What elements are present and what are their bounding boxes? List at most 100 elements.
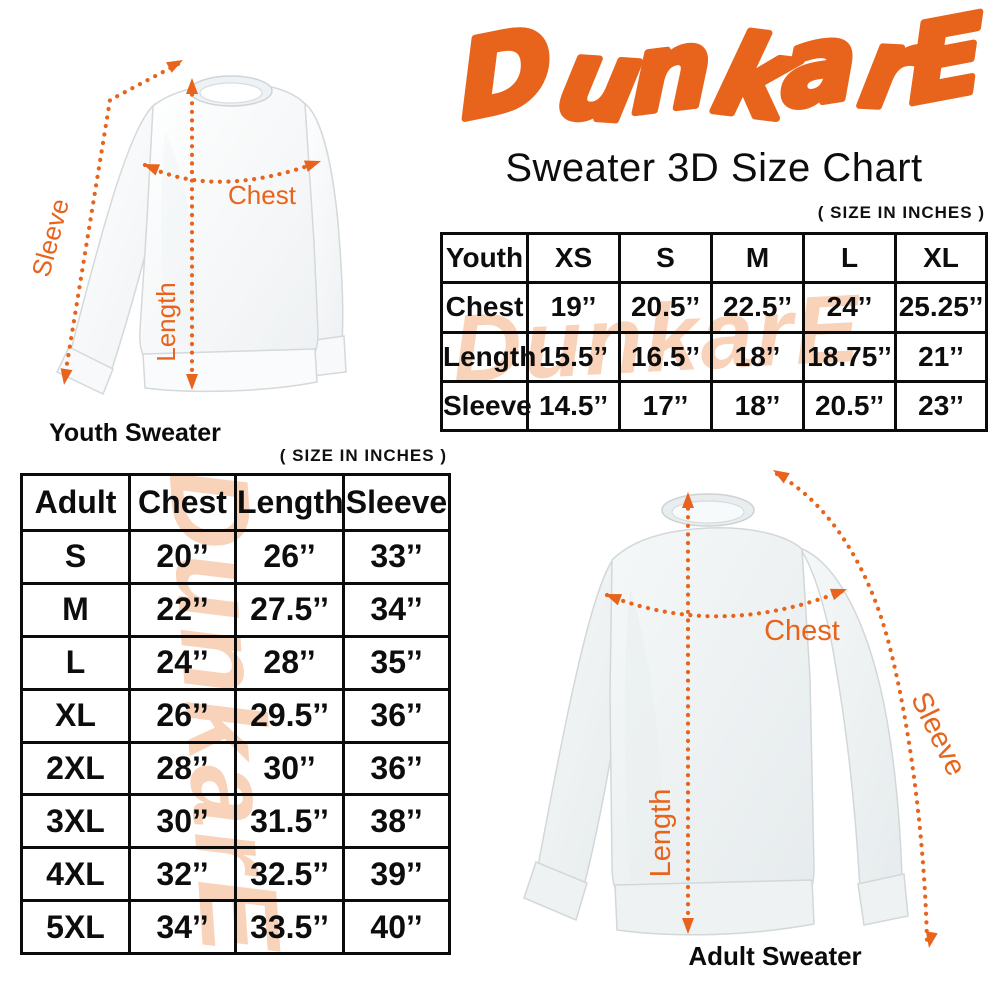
cell: 16.5’’: [618, 330, 713, 383]
youth-sweater-illustration: Chest Length Sleeve: [26, 60, 347, 396]
cell: 26’’: [128, 687, 237, 744]
youth-measure-arrows: [60, 60, 321, 390]
cell: 22’’: [128, 581, 237, 638]
youth-col-xl: XL: [894, 231, 988, 285]
adult-size-note: ( SIZE IN INCHES ): [279, 446, 447, 465]
cell: 28’’: [234, 634, 345, 691]
row-label: M: [20, 581, 131, 638]
adult-sleeve-line: [774, 471, 930, 943]
cell: 30’’: [128, 793, 237, 850]
dunkare-logo: DunkarE: [438, 4, 998, 146]
cell: 15.5’’: [526, 330, 621, 383]
table-row: XL 26’’ 29.5’’ 36’’: [20, 687, 451, 744]
table-row: L 24’’ 28’’ 35’’: [20, 634, 451, 691]
table-row: 4XL 32’’ 32.5’’ 39’’: [20, 846, 451, 903]
youth-length-label: Length: [151, 282, 181, 362]
youth-corner-cell: Youth: [440, 231, 529, 285]
youth-sleeve-label: Sleeve: [26, 195, 76, 280]
row-label: Length: [440, 330, 536, 383]
cell: 34’’: [128, 899, 237, 955]
cell: 21’’: [894, 330, 988, 383]
adult-caption: Adult Sweater: [688, 941, 862, 971]
adult-col-sleeve: Sleeve: [342, 473, 451, 532]
youth-sweater-shape: [55, 75, 347, 396]
table-row: Length 15.5’’ 16.5’’ 18’’ 18.75’’ 21’’: [440, 330, 988, 383]
adult-col-adult: Adult: [20, 473, 131, 532]
cell: 31.5’’: [234, 793, 345, 850]
adult-col-chest: Chest: [128, 473, 237, 532]
adult-col-length: Length: [234, 473, 345, 532]
cell: 20’’: [128, 529, 237, 585]
youth-size-note: ( SIZE IN INCHES ): [817, 203, 985, 222]
cell: 36’’: [342, 687, 451, 744]
youth-chest-line: [142, 159, 322, 184]
adult-header-row: Adult Chest Length Sleeve: [20, 473, 451, 532]
table-row: S 20’’ 26’’ 33’’: [20, 529, 451, 585]
row-label: S: [20, 529, 131, 585]
cell: 33’’: [342, 529, 451, 585]
row-label: 2XL: [20, 740, 131, 797]
cell: 18.75’’: [802, 330, 897, 383]
row-label: Sleeve: [440, 379, 532, 433]
page-title: Sweater 3D Size Chart: [505, 146, 923, 190]
youth-sleeve-line: [62, 61, 181, 379]
cell: 38’’: [342, 793, 451, 850]
cell: 23’’: [894, 379, 988, 433]
youth-size-table: Youth XS S M L XL Chest 19’’ 20.5’’ 22.5…: [440, 231, 988, 433]
cell: 24’’: [802, 281, 897, 334]
cell: 20.5’’: [618, 281, 713, 334]
cell: 35’’: [342, 634, 451, 691]
table-row: 2XL 28’’ 30’’ 36’’: [20, 740, 451, 797]
adult-length-label: Length: [645, 789, 677, 878]
cell: 40’’: [342, 899, 451, 955]
adult-sweater-illustration: Chest Length Sleeve: [523, 470, 972, 948]
cell: 29.5’’: [234, 687, 345, 744]
cell: 14.5’’: [526, 379, 621, 433]
table-row: 3XL 30’’ 31.5’’ 38’’: [20, 793, 451, 850]
cell: 18’’: [710, 379, 805, 433]
row-label: 5XL: [20, 899, 131, 955]
cell: 25.25’’: [894, 281, 988, 334]
cell: 28’’: [128, 740, 237, 797]
cell: 30’’: [234, 740, 345, 797]
cell: 32.5’’: [234, 846, 345, 903]
cell: 33.5’’: [234, 899, 345, 955]
row-label: Chest: [440, 281, 529, 334]
table-row: M 22’’ 27.5’’ 34’’: [20, 581, 451, 638]
row-label: L: [20, 634, 131, 691]
cell: 32’’: [128, 846, 237, 903]
youth-caption: Youth Sweater: [49, 419, 221, 447]
youth-chest-label: Chest: [228, 180, 297, 210]
youth-measure-overlay: [62, 61, 322, 385]
cell: 18’’: [710, 330, 805, 383]
adult-chest-line: [604, 587, 848, 619]
cell: 36’’: [342, 740, 451, 797]
cell: 20.5’’: [802, 379, 897, 433]
adult-measure-arrows: [605, 470, 938, 948]
youth-col-s: S: [618, 231, 713, 285]
cell: 34’’: [342, 581, 451, 638]
row-label: 4XL: [20, 846, 131, 903]
adult-measure-overlay: [604, 471, 930, 943]
youth-col-xs: XS: [526, 231, 621, 285]
table-row: 5XL 34’’ 33.5’’ 40’’: [20, 899, 451, 955]
table-row: Chest 19’’ 20.5’’ 22.5’’ 24’’ 25.25’’: [440, 281, 988, 334]
cell: 26’’: [234, 529, 345, 585]
cell: 27.5’’: [234, 581, 345, 638]
cell: 19’’: [526, 281, 621, 334]
youth-col-m: M: [710, 231, 805, 285]
cell: 17’’: [618, 379, 713, 433]
adult-chest-label: Chest: [764, 615, 840, 647]
logo-text: DunkarE: [441, 4, 998, 146]
row-label: XL: [20, 687, 131, 744]
cell: 24’’: [128, 634, 237, 691]
adult-size-table: Adult Chest Length Sleeve S 20’’ 26’’ 33…: [20, 473, 451, 955]
row-label: 3XL: [20, 793, 131, 850]
youth-header-row: Youth XS S M L XL: [440, 231, 988, 285]
cell: 39’’: [342, 846, 451, 903]
table-row: Sleeve 14.5’’ 17’’ 18’’ 20.5’’ 23’’: [440, 379, 988, 433]
youth-col-l: L: [802, 231, 897, 285]
cell: 22.5’’: [710, 281, 805, 334]
adult-sweater-shape: [523, 493, 909, 936]
